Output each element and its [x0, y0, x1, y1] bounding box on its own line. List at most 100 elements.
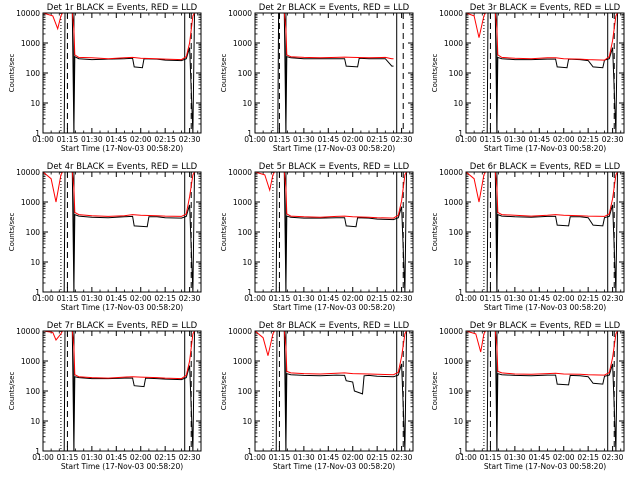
y-tick-label: 10000	[439, 327, 463, 336]
lld-trace-line	[255, 172, 413, 219]
lld-trace-line	[466, 13, 624, 61]
y-tick-label: 100	[449, 69, 464, 78]
x-tick-label: 02:00	[342, 453, 364, 462]
panel-title: Det 7r BLACK = Events, RED = LLD	[47, 321, 198, 331]
y-axis-label: Counts/sec	[220, 372, 228, 411]
lld-trace-line	[466, 172, 624, 217]
x-tick-label: 02:15	[366, 453, 388, 462]
x-tick-label: 01:00	[244, 135, 266, 144]
panel-title: Det 1r BLACK = Events, RED = LLD	[47, 3, 198, 13]
x-tick-label: 01:00	[32, 453, 54, 462]
y-axis-label: Counts/sec	[8, 213, 16, 252]
x-tick-label: 01:15	[269, 294, 291, 303]
detector-panel: Det 1r BLACK = Events, RED = LLD 1 10 100 10…	[8, 3, 202, 153]
x-tick-label: 02:00	[553, 294, 575, 303]
x-tick-label: 01:45	[105, 135, 127, 144]
x-tick-label: 01:45	[317, 294, 339, 303]
y-tick-label: 10000	[439, 9, 463, 18]
x-tick-label: 02:00	[342, 135, 364, 144]
y-tick-label: 10	[242, 99, 252, 108]
y-tick-label: 10000	[228, 9, 252, 18]
y-tick-label: 1	[458, 288, 463, 297]
x-tick-label: 02:15	[366, 294, 388, 303]
plot-frame	[254, 171, 414, 293]
x-tick-label: 02:15	[577, 135, 599, 144]
y-tick-label: 100	[26, 69, 41, 78]
y-tick-label: 1000	[21, 198, 40, 207]
x-tick-label: 02:15	[577, 453, 599, 462]
x-tick-label: 01:45	[105, 453, 127, 462]
x-tick-label: 01:15	[57, 453, 79, 462]
x-tick-label: 01:30	[81, 294, 103, 303]
panel-title: Det 5r BLACK = Events, RED = LLD	[259, 162, 410, 172]
x-tick-label: 02:15	[154, 453, 176, 462]
x-tick-label: 01:00	[455, 135, 477, 144]
x-tick-label: 01:00	[32, 135, 54, 144]
y-tick-label: 1000	[444, 357, 463, 366]
y-axis-label: Counts/sec	[431, 372, 439, 411]
x-tick-label: 01:15	[269, 453, 291, 462]
y-tick-label: 1	[35, 447, 40, 456]
x-tick-label: 01:00	[244, 294, 266, 303]
x-tick-label: 01:45	[528, 135, 550, 144]
lld-trace-line	[43, 13, 201, 61]
y-tick-label: 10000	[16, 168, 40, 177]
y-tick-label: 10000	[16, 327, 40, 336]
detector-panel: Det 5r BLACK = Events, RED = LLD 1 10 100 10…	[220, 162, 414, 312]
lld-trace-line	[255, 331, 413, 376]
x-tick-label: 02:30	[602, 453, 624, 462]
x-axis-label: Start Time (17-Nov-03 00:58:20)	[61, 303, 183, 312]
x-tick-label: 02:00	[342, 294, 364, 303]
y-tick-label: 10	[242, 258, 252, 267]
y-tick-label: 100	[238, 69, 253, 78]
panel-title: Det 6r BLACK = Events, RED = LLD	[470, 162, 621, 172]
y-tick-label: 100	[238, 228, 253, 237]
plot-frame	[42, 171, 202, 293]
x-axis-label: Start Time (17-Nov-03 00:58:20)	[273, 462, 395, 471]
x-tick-label: 02:00	[553, 135, 575, 144]
y-tick-label: 1	[458, 129, 463, 138]
x-axis-label: Start Time (17-Nov-03 00:58:20)	[273, 144, 395, 153]
y-axis-label: Counts/sec	[8, 54, 16, 93]
y-tick-label: 1	[247, 447, 252, 456]
events-trace-line	[486, 331, 624, 451]
panel-title: Det 2r BLACK = Events, RED = LLD	[259, 3, 410, 13]
events-trace-line	[486, 13, 624, 133]
y-axis-label: Counts/sec	[220, 54, 228, 93]
events-trace-line	[63, 331, 201, 451]
x-tick-label: 01:15	[480, 135, 502, 144]
y-tick-label: 100	[449, 387, 464, 396]
events-trace-line	[277, 13, 394, 133]
lld-trace-line	[466, 331, 624, 376]
x-tick-label: 01:00	[244, 453, 266, 462]
x-tick-label: 01:30	[81, 453, 103, 462]
y-tick-label: 1000	[233, 198, 252, 207]
y-tick-label: 10	[453, 258, 463, 267]
y-tick-label: 10	[453, 417, 463, 426]
y-tick-label: 1	[247, 288, 252, 297]
y-tick-label: 1000	[21, 357, 40, 366]
x-tick-label: 02:30	[391, 135, 413, 144]
y-tick-label: 100	[26, 387, 41, 396]
y-tick-label: 10000	[439, 168, 463, 177]
x-tick-label: 01:00	[455, 453, 477, 462]
detector-panel: Det 4r BLACK = Events, RED = LLD 1 10 100 10…	[8, 162, 202, 312]
x-tick-label: 01:30	[504, 294, 526, 303]
panel-title: Det 8r BLACK = Events, RED = LLD	[259, 321, 410, 331]
x-tick-label: 01:30	[293, 135, 315, 144]
y-tick-label: 1000	[233, 39, 252, 48]
x-tick-label: 02:30	[179, 453, 201, 462]
y-tick-label: 10	[30, 258, 40, 267]
detector-panel: Det 3r BLACK = Events, RED = LLD 1 10 100 10…	[431, 3, 625, 153]
y-tick-label: 10000	[228, 327, 252, 336]
x-tick-label: 01:00	[455, 294, 477, 303]
x-axis-label: Start Time (17-Nov-03 00:58:20)	[61, 144, 183, 153]
plot-frame	[254, 12, 414, 134]
x-tick-label: 01:15	[480, 294, 502, 303]
x-tick-label: 02:30	[179, 135, 201, 144]
y-tick-label: 1	[35, 129, 40, 138]
y-tick-label: 10	[242, 417, 252, 426]
x-axis-label: Start Time (17-Nov-03 00:58:20)	[484, 462, 606, 471]
x-tick-label: 01:45	[317, 135, 339, 144]
x-tick-label: 01:15	[269, 135, 291, 144]
